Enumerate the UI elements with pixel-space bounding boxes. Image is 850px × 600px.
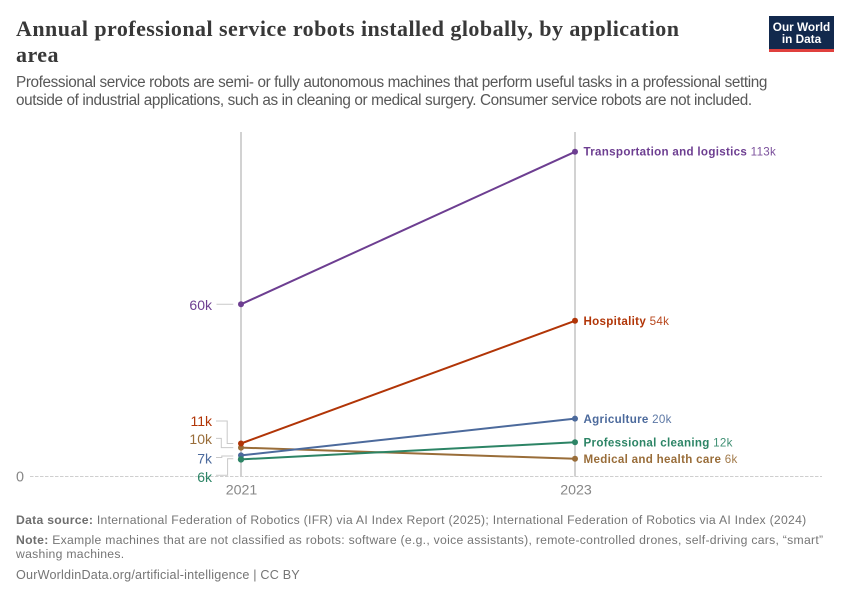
svg-text:Professional cleaning 12k: Professional cleaning 12k xyxy=(584,436,733,449)
svg-text:Agriculture 20k: Agriculture 20k xyxy=(584,413,672,426)
svg-text:7k: 7k xyxy=(197,451,213,467)
svg-text:10k: 10k xyxy=(189,431,213,447)
svg-text:0: 0 xyxy=(16,470,24,486)
svg-text:Hospitality 54k: Hospitality 54k xyxy=(584,315,670,328)
svg-text:Transportation and logistics 1: Transportation and logistics 113k xyxy=(584,146,777,159)
svg-text:6k: 6k xyxy=(197,469,213,485)
svg-text:2023: 2023 xyxy=(560,482,592,498)
svg-text:60k: 60k xyxy=(189,297,213,313)
svg-text:Medical and health care 6k: Medical and health care 6k xyxy=(584,453,738,466)
svg-text:2021: 2021 xyxy=(226,482,258,498)
svg-text:11k: 11k xyxy=(190,413,213,429)
